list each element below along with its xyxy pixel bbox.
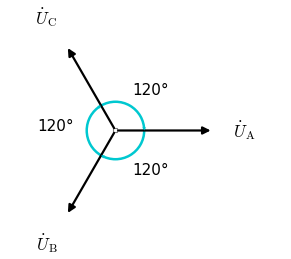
Text: $\dot{U}_{\mathrm{B}}$: $\dot{U}_{\mathrm{B}}$ [36, 232, 57, 255]
Text: $\dot{U}_{\mathrm{C}}$: $\dot{U}_{\mathrm{C}}$ [36, 6, 57, 29]
Text: $\dot{U}_{\mathrm{A}}$: $\dot{U}_{\mathrm{A}}$ [233, 119, 255, 142]
Text: 120°: 120° [132, 83, 169, 98]
Text: 120°: 120° [132, 163, 169, 178]
Text: 120°: 120° [37, 119, 74, 134]
